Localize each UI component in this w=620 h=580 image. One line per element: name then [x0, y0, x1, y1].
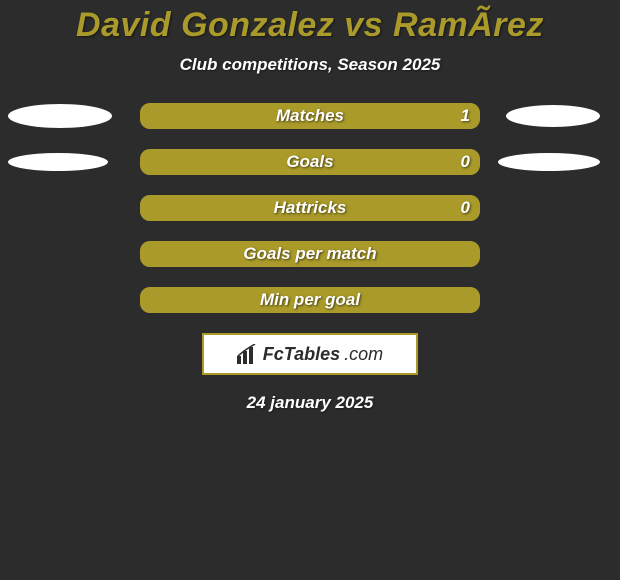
player-left-marker — [8, 153, 108, 171]
comparison-chart: Matches 1 Goals 0 Hattricks 0 Goals per match M… — [0, 103, 620, 313]
stat-row: Goals 0 — [0, 149, 620, 175]
stat-label: Goals per match — [243, 244, 376, 264]
stat-bar: Goals 0 — [140, 149, 480, 175]
stat-bar: Goals per match — [140, 241, 480, 267]
date-label: 24 january 2025 — [247, 393, 374, 413]
logo-text-suffix: .com — [344, 344, 383, 365]
logo-text-main: FcTables — [263, 344, 340, 365]
stat-label: Goals — [286, 152, 333, 172]
stat-bar: Hattricks 0 — [140, 195, 480, 221]
player-right-marker — [506, 105, 600, 127]
stat-value: 0 — [461, 198, 470, 218]
bars-icon — [237, 344, 259, 364]
stat-label: Matches — [276, 106, 344, 126]
stat-label: Min per goal — [260, 290, 360, 310]
stat-row: Min per goal — [0, 287, 620, 313]
subtitle: Club competitions, Season 2025 — [180, 55, 441, 75]
stat-row: Matches 1 — [0, 103, 620, 129]
stat-bar: Matches 1 — [140, 103, 480, 129]
stat-value: 0 — [461, 152, 470, 172]
stat-row: Hattricks 0 — [0, 195, 620, 221]
stat-row: Goals per match — [0, 241, 620, 267]
stat-bar: Min per goal — [140, 287, 480, 313]
fctables-logo: FcTables.com — [202, 333, 418, 375]
stat-value: 1 — [461, 106, 470, 126]
page-title: David Gonzalez vs RamÃ­rez — [76, 6, 544, 45]
player-left-marker — [8, 104, 112, 128]
player-right-marker — [498, 153, 600, 171]
stat-label: Hattricks — [274, 198, 347, 218]
